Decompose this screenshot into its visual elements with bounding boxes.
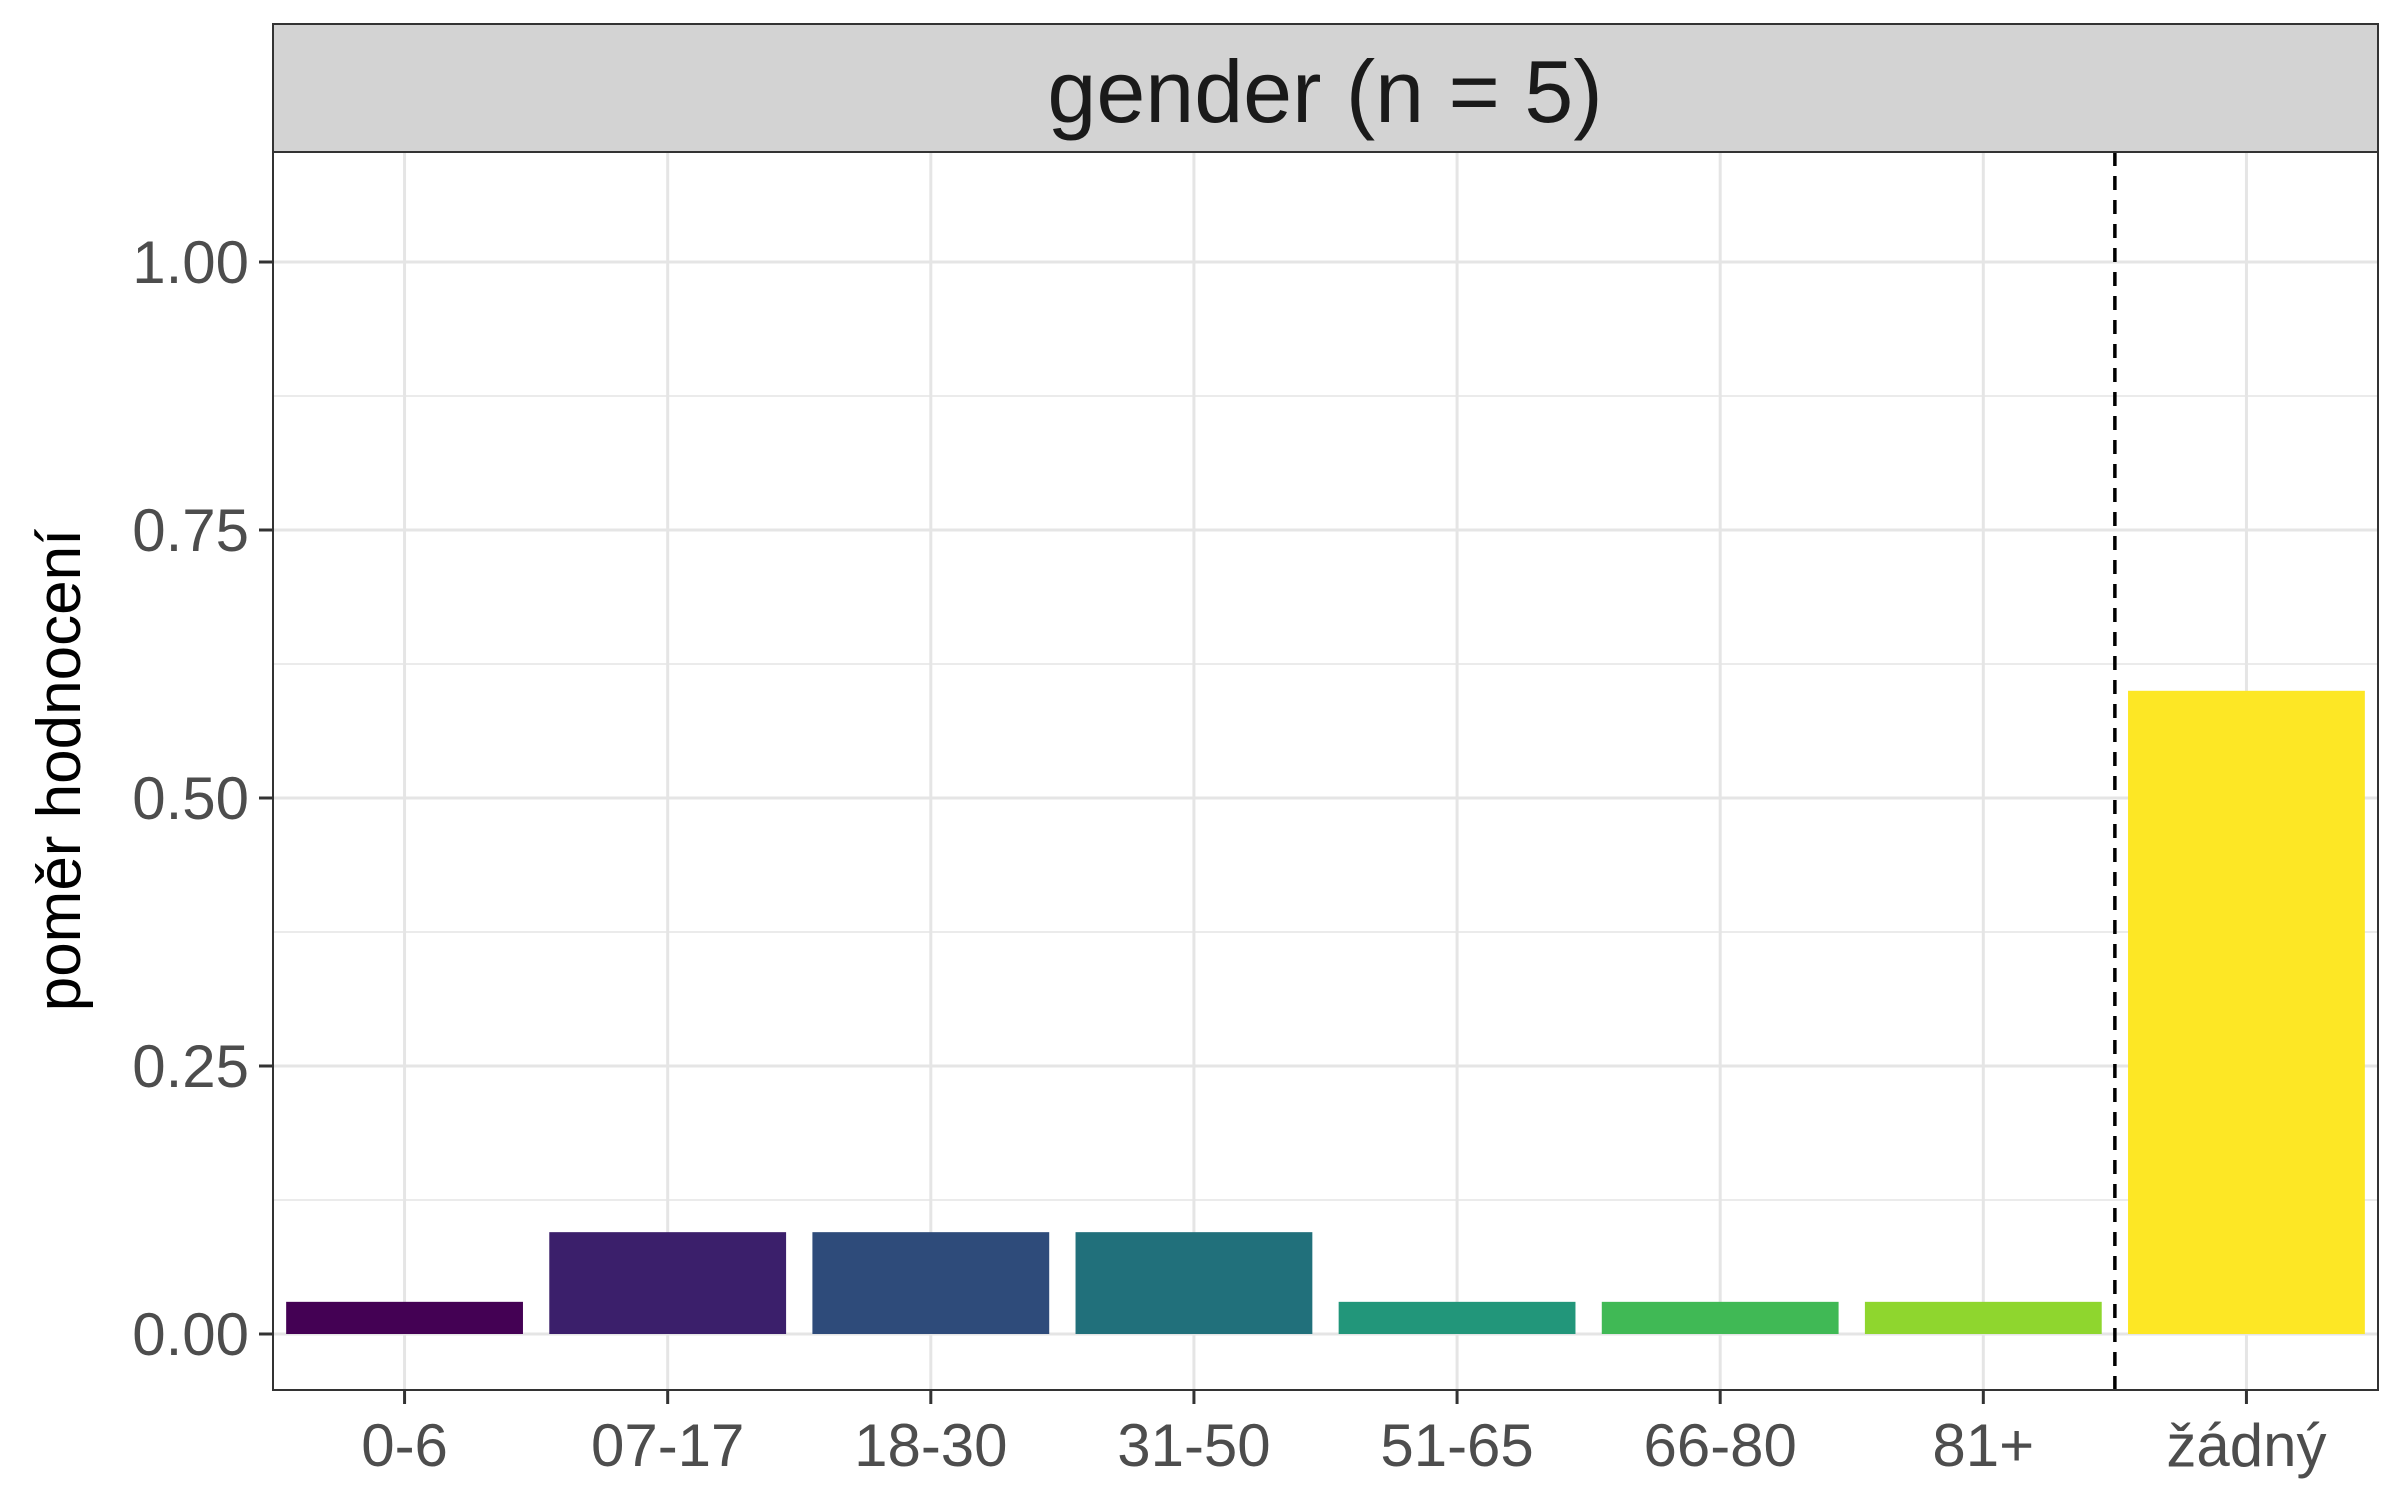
y-tick-label: 0.50: [132, 765, 249, 832]
x-tick-label: 18-30: [854, 1412, 1007, 1479]
x-tick-label: žádný: [2166, 1412, 2326, 1479]
x-tick-label: 0-6: [361, 1412, 448, 1479]
y-tick-label: 1.00: [132, 229, 249, 296]
bar-žádný: [2128, 690, 2365, 1334]
grid-layer: [273, 152, 2378, 1390]
y-tick-label: 0.75: [132, 497, 249, 564]
bar-81+: [1864, 1301, 2102, 1334]
chart-title: gender (n = 5): [1047, 42, 1602, 141]
bar-66-80: [1601, 1301, 1839, 1334]
y-tick-label: 0.25: [132, 1033, 249, 1100]
bar-0-6: [286, 1301, 523, 1334]
bar-31-50: [1075, 1232, 1313, 1334]
x-tick-label: 31-50: [1117, 1412, 1270, 1479]
x-tick-label: 81+: [1932, 1412, 2034, 1479]
bar-07-17: [549, 1232, 787, 1334]
bar-51-65: [1338, 1301, 1576, 1334]
facet-strip: [272, 23, 2379, 153]
x-tick-label: 07-17: [591, 1412, 744, 1479]
y-tick-label: 0.00: [132, 1301, 249, 1368]
bar-layer: [286, 690, 2365, 1334]
x-axis: 0-6 07-17 18-30 31-50 51-65 66-80 81+ žádný: [361, 1390, 2326, 1479]
y-axis-title: poměr hodnocení: [25, 529, 94, 1012]
x-tick-label: 66-80: [1643, 1412, 1796, 1479]
bar-18-30: [812, 1232, 1050, 1334]
panel-border: [272, 151, 2379, 1391]
x-tick-label: 51-65: [1380, 1412, 1533, 1479]
y-axis: 0.00 0.25 0.50 0.75 1.00: [132, 229, 273, 1368]
